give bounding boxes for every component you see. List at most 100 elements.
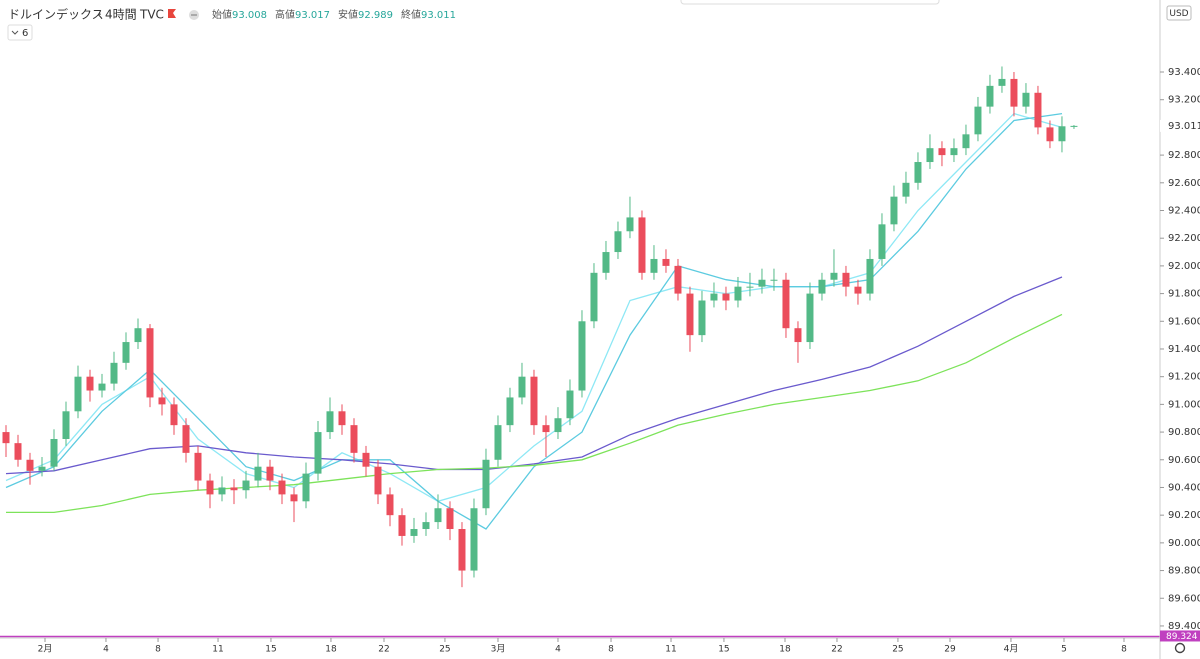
- x-tick-label: 29: [944, 645, 956, 655]
- marker-label-box: [1160, 630, 1200, 642]
- plot-area: [0, 66, 1160, 638]
- y-tick-label: 91.600: [1168, 316, 1200, 327]
- candle-body: [1010, 78, 1018, 107]
- candle-body: [722, 293, 730, 301]
- candle-body: [158, 397, 166, 405]
- candle-body: [578, 321, 586, 391]
- candle-body: [446, 508, 454, 530]
- moving-average: [5, 112, 1063, 530]
- separator: ·: [98, 8, 102, 22]
- candle-body: [470, 508, 478, 571]
- y-tick-label: 90.200: [1168, 510, 1200, 521]
- candle-body: [410, 529, 418, 536]
- ohlc-value: 93.011: [421, 10, 456, 21]
- y-tick-label: 91.400: [1168, 344, 1200, 355]
- y-tick-label: 91.200: [1168, 372, 1200, 383]
- candle-body: [398, 515, 406, 536]
- candle-body: [230, 487, 238, 491]
- candle-body: [878, 224, 886, 259]
- x-tick-label: 3月: [491, 644, 506, 655]
- candle-body: [758, 279, 766, 287]
- ohlc-value: 92.989: [358, 10, 393, 21]
- candle-body: [686, 293, 694, 336]
- y-tick-label: 89.800: [1168, 566, 1200, 577]
- currency-box[interactable]: [1166, 5, 1192, 21]
- y-tick-label: 92.000: [1168, 261, 1200, 272]
- x-tick-label: 25: [439, 645, 450, 655]
- symbol-title: ドルインデックス: [8, 7, 104, 22]
- candle-body: [794, 328, 802, 343]
- candle-body: [386, 494, 394, 516]
- candle-body: [938, 148, 946, 156]
- candle-body: [698, 300, 706, 336]
- candle-body: [602, 252, 610, 273]
- x-tick-label: 4: [555, 645, 561, 655]
- candle-body: [458, 529, 466, 571]
- candle-body: [950, 148, 958, 156]
- candle-body: [146, 328, 154, 398]
- ohlc-label: 終値: [401, 8, 421, 21]
- candle-body: [266, 466, 274, 481]
- marker-label: 89.324: [1166, 632, 1198, 642]
- candle-body: [74, 376, 82, 412]
- candle-body: [182, 425, 190, 453]
- settings-icon[interactable]: [1174, 642, 1186, 654]
- currency: USD: [1169, 9, 1188, 19]
- candle-body: [782, 279, 790, 329]
- last-price-label: 93.011: [1168, 121, 1200, 132]
- indicator-count: 6: [22, 28, 28, 39]
- x-tick-label: 15: [265, 645, 276, 655]
- candle-body: [842, 272, 850, 287]
- y-tick-label: 89.600: [1168, 593, 1200, 604]
- last-price-box: [1160, 119, 1200, 132]
- candle-body: [290, 494, 298, 502]
- candle-body: [1058, 126, 1066, 142]
- candle-body: [998, 78, 1006, 86]
- x-tick-label: 18: [779, 645, 791, 655]
- x-tick-label: 2月: [38, 644, 53, 655]
- candle-body: [818, 279, 826, 294]
- candle-body: [1046, 127, 1054, 142]
- candle-body: [26, 459, 34, 471]
- y-tick-label: 91.000: [1168, 399, 1200, 410]
- moving-average: [6, 313, 1063, 514]
- y-tick-label: 90.600: [1168, 455, 1200, 466]
- x-tick-label: 22: [378, 645, 389, 655]
- indicator-toggle[interactable]: [7, 24, 33, 41]
- candle-body: [242, 480, 250, 491]
- candle-body: [134, 328, 142, 343]
- ohlc-value: 93.008: [232, 10, 267, 21]
- candle-body: [518, 376, 526, 398]
- candle-body: [854, 286, 862, 294]
- candle-body: [422, 522, 430, 530]
- candle-body: [434, 508, 442, 523]
- candle-body: [98, 383, 106, 391]
- candle-body: [38, 466, 46, 471]
- x-tick-label: 15: [718, 645, 729, 655]
- candle-body: [350, 425, 358, 453]
- candle-body: [2, 432, 10, 444]
- candle-body: [530, 376, 538, 426]
- candle-body: [626, 217, 634, 232]
- x-tick-label: 25: [892, 645, 903, 655]
- x-tick-label: 11: [212, 645, 223, 655]
- y-tick-label: 90.800: [1168, 427, 1200, 438]
- x-tick-label: 8: [608, 645, 614, 655]
- flag-icon[interactable]: [168, 9, 176, 18]
- ohlc-values: 始値 93.008 高値 93.017 安値 92.989 終値 93.011: [212, 8, 456, 21]
- y-tick-label: 92.600: [1168, 178, 1200, 189]
- candle-body: [638, 217, 646, 273]
- x-tick-label: 11: [665, 645, 676, 655]
- source: TVC: [139, 8, 164, 22]
- candle-body: [710, 293, 718, 301]
- x-tick-label: 8: [155, 645, 161, 655]
- candle-body: [338, 411, 346, 426]
- x-tick-label: 18: [325, 645, 337, 655]
- candle-body: [278, 480, 286, 495]
- candle-body: [902, 182, 910, 197]
- ohlc-label: 高値: [275, 8, 295, 21]
- candle-body: [806, 293, 814, 343]
- x-tick-label: 4月: [1004, 644, 1019, 655]
- candle-body: [110, 362, 118, 384]
